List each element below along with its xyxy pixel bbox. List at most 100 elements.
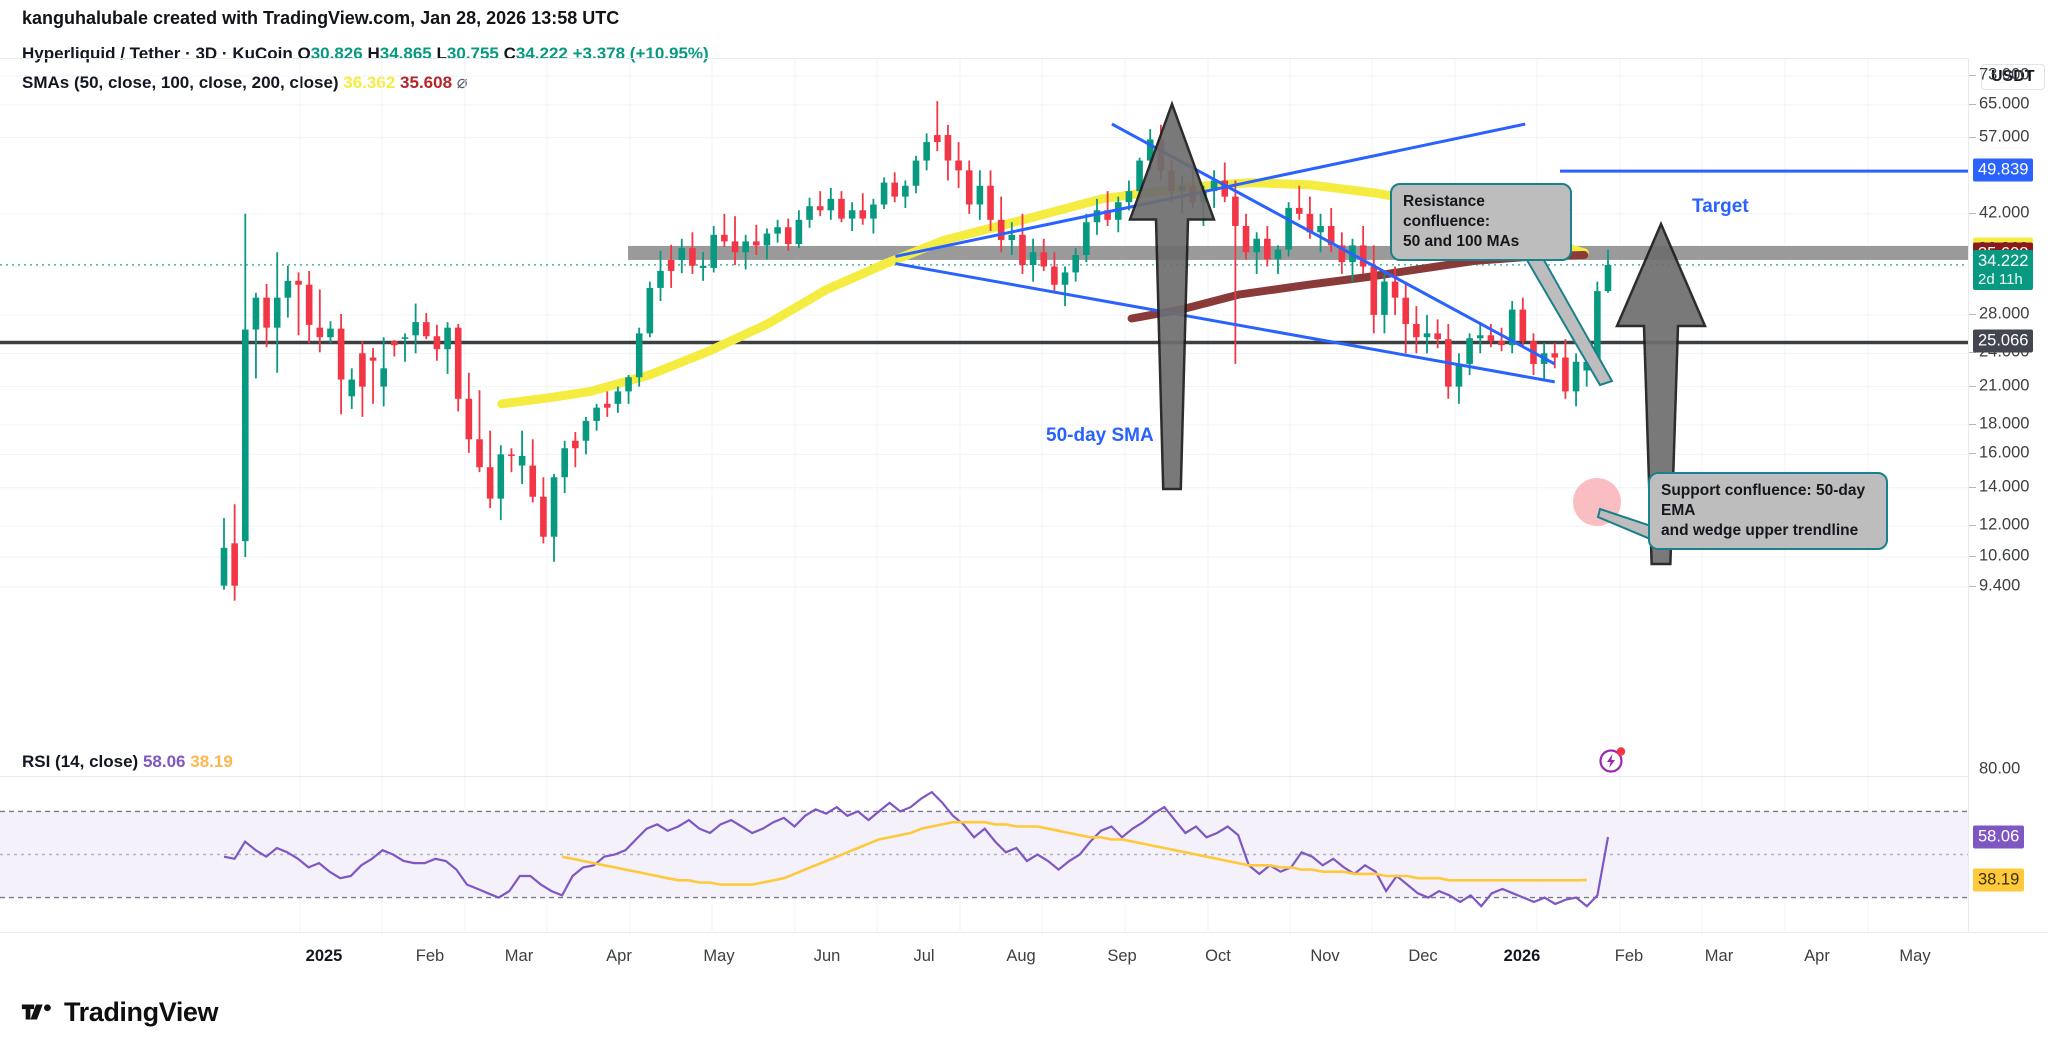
tradingview-logo-icon xyxy=(21,1004,51,1020)
candle-body xyxy=(838,198,845,219)
candle-body xyxy=(1572,361,1580,392)
price-axis-unit[interactable]: USDT xyxy=(1981,64,2045,90)
time-tick: Aug xyxy=(1006,947,1036,965)
candle-body xyxy=(263,297,270,328)
candle-body xyxy=(870,204,877,219)
rsi-ma-line[interactable] xyxy=(561,820,1587,886)
support-confluence-callout[interactable]: Support confluence: 50-day EMA and wedge… xyxy=(1648,472,1888,551)
price-tick-mark xyxy=(1969,212,1976,214)
candle-body xyxy=(359,353,366,387)
resistance-confluence-callout[interactable]: Resistance confluence: 50 and 100 MAs xyxy=(1390,183,1572,262)
candle-body xyxy=(806,206,813,220)
candle-body xyxy=(1604,264,1612,292)
candle-body xyxy=(454,327,462,399)
candle-body xyxy=(827,198,835,211)
candle-body xyxy=(518,455,526,466)
legend-sma-title[interactable]: SMAs (50, close, 100, close, 200, close) xyxy=(22,73,339,93)
candle-body xyxy=(1093,210,1101,223)
candle-body xyxy=(412,322,419,336)
candle-body xyxy=(1434,333,1441,340)
time-axis[interactable]: 2025 Feb Mar Apr May Jun Jul Aug Sep Oct Nov Dec 202… xyxy=(0,932,2048,980)
candle-body xyxy=(1242,225,1250,253)
bullish-arrow-target[interactable] xyxy=(1615,220,1707,566)
candle-body xyxy=(1594,291,1601,371)
candle-body xyxy=(1413,323,1420,338)
legend-sma100-value: 35.608 xyxy=(400,73,453,93)
rsi-chart-svg[interactable] xyxy=(0,777,1968,932)
candle-body xyxy=(273,297,281,328)
price-tick-mark xyxy=(1969,75,1976,76)
candle-body xyxy=(1072,255,1079,273)
support-price[interactable]: 25.066 xyxy=(1973,329,2034,353)
candle-body xyxy=(965,170,973,205)
rsi-title[interactable]: RSI (14, close) xyxy=(22,752,139,771)
price-tick-mark xyxy=(1969,103,1976,105)
last-price[interactable]: 34.222 2d 11h xyxy=(1973,249,2034,290)
price-chart-svg[interactable] xyxy=(0,59,1968,777)
candle-body xyxy=(380,368,387,387)
trendline-wedge-upper[interactable] xyxy=(895,122,1526,258)
candle-body xyxy=(1487,335,1495,342)
price-tick: 10.600 xyxy=(1979,546,2030,565)
candle-body xyxy=(859,210,867,219)
time-tick: Apr xyxy=(606,947,632,965)
trendline-wedge-lower-descending[interactable] xyxy=(895,262,1555,384)
candle-body xyxy=(902,185,909,197)
price-tick-mark xyxy=(1969,556,1976,558)
candle-body xyxy=(774,227,781,234)
candle-body xyxy=(327,328,334,338)
candle-body xyxy=(1019,234,1026,266)
target-price[interactable]: 49.839 xyxy=(1973,158,2034,182)
candle-body xyxy=(784,227,792,245)
price-tick-mark xyxy=(1969,486,1976,488)
time-tick: Feb xyxy=(1614,947,1644,965)
candle-body xyxy=(699,265,707,268)
rsi-legend[interactable]: RSI (14, close) 58.06 38.19 xyxy=(22,752,233,772)
time-tick: Jul xyxy=(913,947,935,965)
price-axis[interactable]: USDT 73.00065.00057.00042.00028.00024.00… xyxy=(1968,58,2048,932)
candle-body xyxy=(1253,238,1260,253)
candle-body xyxy=(444,327,451,350)
candle-body xyxy=(1498,341,1505,346)
price-tick: 9.400 xyxy=(1979,576,2021,595)
candle-body xyxy=(486,467,494,499)
candle-body xyxy=(1338,245,1346,263)
price-tick: 14.000 xyxy=(1979,477,2030,496)
time-tick: Mar xyxy=(1704,947,1734,965)
rsi-ma-value: 38.19 xyxy=(190,752,233,771)
candle-body xyxy=(1104,210,1111,220)
candle-body xyxy=(391,341,398,346)
attribution-text: kanguhalubale created with TradingView.c… xyxy=(22,7,620,28)
legend-sma-row[interactable]: SMAs (50, close, 100, close, 200, close)… xyxy=(22,68,1322,98)
rsi-pane[interactable] xyxy=(0,777,1968,932)
candle-body xyxy=(944,135,952,161)
candle-body xyxy=(912,160,920,186)
price-grid xyxy=(0,59,1968,776)
price-tick: 65.000 xyxy=(1979,94,2030,113)
candle-body xyxy=(1583,361,1591,371)
candle-body xyxy=(305,284,313,325)
price-tick: 16.000 xyxy=(1979,443,2030,462)
candle-body xyxy=(1040,252,1048,267)
bullish-arrow-left[interactable] xyxy=(1128,100,1216,491)
candle-body xyxy=(657,270,664,288)
candle-body xyxy=(795,219,803,245)
price-tick-mark xyxy=(1969,525,1976,527)
candle-body xyxy=(678,248,686,260)
price-tick: 21.000 xyxy=(1979,376,2030,395)
candle-body xyxy=(337,328,345,380)
candle-body xyxy=(561,448,568,478)
rsi-value: 58.06 xyxy=(142,752,186,771)
alert-lightning-icon[interactable] xyxy=(1597,745,1627,775)
candle-body xyxy=(1051,266,1058,285)
price-pane[interactable] xyxy=(0,58,1968,777)
candle-body xyxy=(603,403,611,408)
legend-sma200-value: ⌀ xyxy=(456,72,468,93)
rsi-value[interactable]: 58.06 xyxy=(1973,825,2025,849)
price-tick: 12.000 xyxy=(1979,515,2030,534)
footer-branding: TradingView xyxy=(0,980,2048,1044)
resistance-zone-band[interactable] xyxy=(628,245,1968,260)
price-tick-mark xyxy=(1969,313,1976,315)
rsi-ma-value[interactable]: 38.19 xyxy=(1973,868,2025,892)
time-tick: May xyxy=(703,947,735,965)
